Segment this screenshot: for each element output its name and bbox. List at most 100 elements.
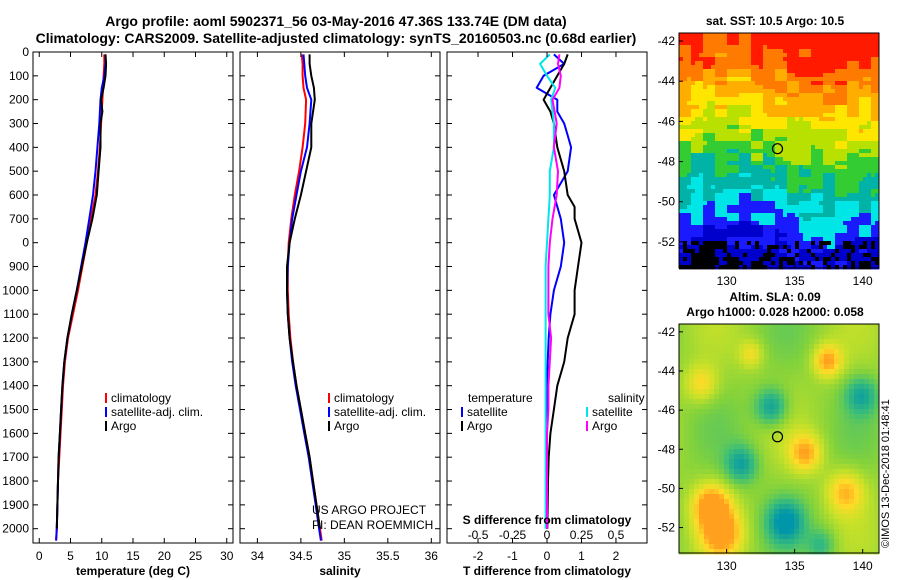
sst-cell (727, 65, 732, 70)
sla-cell (679, 409, 685, 415)
sla-cell (754, 514, 760, 520)
sst-cell (727, 53, 732, 58)
sla-cell (814, 459, 820, 465)
sst-cell (875, 201, 880, 206)
sst-cell (871, 233, 876, 238)
sla-cell (739, 534, 745, 540)
sla-cell (739, 544, 745, 550)
sla-cell (769, 429, 775, 435)
sst-cell (735, 205, 740, 210)
sla-cell (789, 529, 795, 535)
sla-cell (779, 389, 785, 395)
sla-cell (829, 404, 835, 410)
sst-cell (839, 133, 844, 138)
sst-cell (807, 193, 812, 198)
sst-cell (855, 81, 860, 86)
sst-cell (799, 53, 804, 58)
sla-cell (829, 499, 835, 505)
sst-cell (791, 41, 796, 46)
sst-cell (811, 205, 816, 210)
sst-cell (719, 45, 724, 50)
sla-cell (679, 529, 685, 535)
sla-cell (744, 489, 750, 495)
sst-cell (771, 97, 776, 102)
sla-cell (734, 444, 740, 450)
sla-cell (734, 494, 740, 500)
sst-cell (819, 149, 824, 154)
sla-cell (739, 394, 745, 400)
sla-cell (839, 449, 845, 455)
sst-cell (743, 181, 748, 186)
sst-cell (875, 229, 880, 234)
sla-cell (699, 414, 705, 420)
sla-cell (729, 369, 735, 375)
sst-cell (875, 49, 880, 54)
sla-cell (849, 454, 855, 460)
sla-cell (844, 454, 850, 460)
sst-cell (871, 33, 876, 38)
sst-cell (803, 133, 808, 138)
sst-cell (743, 229, 748, 234)
sst-cell (823, 109, 828, 114)
sla-cell (764, 369, 770, 375)
sst-cell (711, 85, 716, 90)
sst-cell (699, 237, 704, 242)
sla-cell (749, 459, 755, 465)
sla-cell (874, 409, 880, 415)
sst-cell (723, 157, 728, 162)
sla-cell (794, 469, 800, 475)
sst-cell (707, 213, 712, 218)
sst-cell (755, 85, 760, 90)
sst-cell (707, 77, 712, 82)
sst-cell (711, 33, 716, 38)
sst-cell (811, 49, 816, 54)
sla-cell (834, 439, 840, 445)
sst-cell (715, 101, 720, 106)
sst-cell (759, 117, 764, 122)
sst-cell (731, 185, 736, 190)
sst-cell (819, 93, 824, 98)
sla-cell (854, 369, 860, 375)
sst-cell (683, 85, 688, 90)
sst-cell (839, 157, 844, 162)
sla-cell (729, 534, 735, 540)
sla-cell (854, 374, 860, 380)
sst-cell (787, 265, 792, 270)
sst-cell (811, 121, 816, 126)
sst-cell (679, 237, 684, 242)
sst-cell (855, 209, 860, 214)
sla-cell (694, 339, 700, 345)
sla-cell (874, 529, 880, 535)
sla-cell (764, 484, 770, 490)
sla-cell (819, 354, 825, 360)
sst-cell (815, 137, 820, 142)
sst-cell (751, 109, 756, 114)
sst-cell (851, 249, 856, 254)
sla-cell (819, 464, 825, 470)
sla-cell (699, 459, 705, 465)
sst-cell (831, 89, 836, 94)
sst-cell (695, 265, 700, 270)
sst-cell (687, 257, 692, 262)
sst-cell (747, 217, 752, 222)
sla-cell (839, 409, 845, 415)
sst-cell (723, 173, 728, 178)
sla-cell (839, 399, 845, 405)
sla-cell (759, 419, 765, 425)
sst-cell (739, 201, 744, 206)
sst-cell (855, 97, 860, 102)
sst-cell (755, 101, 760, 106)
sst-cell (859, 181, 864, 186)
sst-cell (711, 141, 716, 146)
sst-cell (687, 237, 692, 242)
sst-cell (779, 197, 784, 202)
sla-cell (714, 509, 720, 515)
sst-cell (767, 41, 772, 46)
sst-cell (839, 33, 844, 38)
sst-cell (771, 109, 776, 114)
sla-cell (739, 324, 745, 330)
sla-cell (779, 509, 785, 515)
sst-cell (731, 93, 736, 98)
sst-cell (711, 125, 716, 130)
sst-cell (723, 129, 728, 134)
